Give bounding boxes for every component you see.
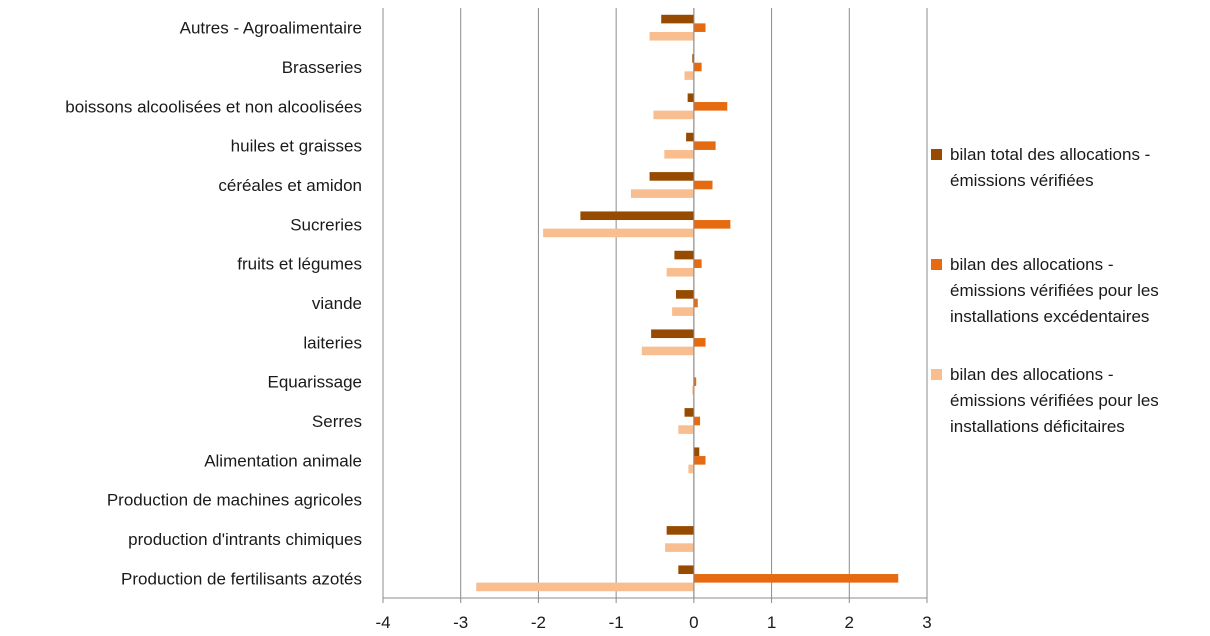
category-labels: Autres - Agroalimentaire Brasseries boisso… [65,19,362,589]
bar-series-3 [672,307,694,316]
category-label: production d'intrants chimiques [128,530,362,549]
x-tick-label: -4 [375,613,390,632]
category-label: Serres [312,412,362,431]
bar-series-1 [678,565,694,575]
bar-series-3 [653,110,694,120]
bar-series-1 [661,14,694,24]
bars [476,14,899,592]
category-label: Production de fertilisants azotés [121,569,362,588]
bar-series-2 [693,102,728,111]
legend-label: bilan des allocations -émissions vérifié… [950,365,1159,436]
bar-series-2 [693,416,701,426]
x-tick-label: -3 [453,613,468,632]
x-tick-labels: -4 -3 -2 -1 0 1 2 3 [375,613,931,632]
legend-label: bilan des allocations -émissions vérifié… [950,255,1159,326]
bar-series-1 [684,408,694,417]
bar-series-1 [693,447,700,457]
bar-series-2 [693,259,702,268]
bar-series-1 [580,211,694,221]
bar-series-3 [641,346,694,356]
bar-series-3 [476,582,694,592]
bar-series-1 [666,526,694,535]
category-label: céréales et amidon [218,176,362,195]
category-label: fruits et légumes [237,255,362,274]
bar-series-3 [684,71,694,80]
x-tick-label: 1 [767,613,776,632]
category-label: Production de machines agricoles [107,491,362,510]
legend-swatch [931,369,942,380]
bar-series-3 [665,543,694,552]
x-tick-label: -1 [609,613,624,632]
category-label: Alimentation animale [204,451,362,470]
x-tick-label: -2 [531,613,546,632]
bar-series-1 [687,93,694,103]
category-label: Equarissage [267,373,362,392]
bar-series-3 [664,149,694,159]
bar-series-2 [693,377,697,386]
x-tick-label: 3 [922,613,931,632]
bar-series-2 [693,220,731,229]
bar-series-1 [675,290,694,299]
legend-label: bilan total des allocations -émissions v… [950,145,1150,190]
category-label: boissons alcoolisées et non alcoolisées [65,97,362,116]
category-label: Brasseries [282,58,362,77]
bar-series-1 [651,329,694,339]
bar-series-2 [693,574,899,583]
legend: bilan total des allocations -émissions v… [931,145,1159,436]
grid-lines [382,8,928,598]
bar-series-1 [674,250,694,260]
bar-series-3 [630,189,694,198]
bar-series-2 [693,23,706,32]
bar-series-1 [649,172,694,181]
x-tick-label: 2 [845,613,854,632]
category-label: Autres - Agroalimentaire [180,19,362,38]
axes [382,8,928,603]
category-label: Sucreries [290,215,362,234]
bar-series-2 [693,456,706,465]
category-label: huiles et graisses [231,137,362,156]
bar-series-3 [692,385,694,395]
bar-series-2 [693,338,706,347]
bar-series-3 [543,228,694,238]
bar-series-3 [666,267,694,277]
bar-series-3 [688,464,694,474]
legend-swatch [931,149,942,160]
bar-series-1 [692,54,694,63]
category-label: laiteries [303,333,362,352]
bar-series-2 [693,62,702,72]
x-tick-label: 0 [689,613,698,632]
bar-series-3 [678,425,694,434]
category-label: viande [312,294,362,313]
legend-swatch [931,259,942,270]
bar-series-2 [693,141,716,150]
bar-series-2 [693,298,698,308]
bar-series-2 [693,180,713,190]
bar-series-1 [686,132,694,142]
bar-series-3 [649,31,694,41]
